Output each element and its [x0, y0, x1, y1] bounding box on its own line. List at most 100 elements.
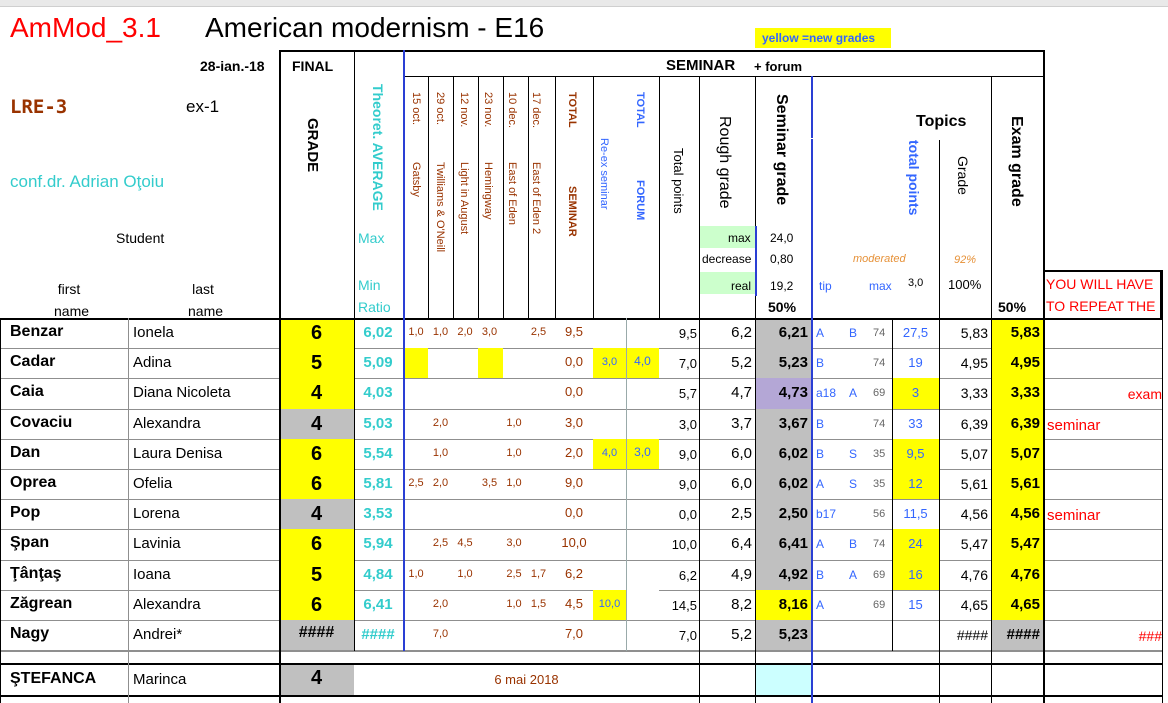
final-grade-cell[interactable]	[279, 438, 354, 469]
extra-first-name: ŞTEFANCA	[10, 670, 97, 687]
extra-date: 6 mai 2018	[494, 672, 559, 687]
topic-points-cell[interactable]	[892, 559, 939, 590]
total-points-value: 9,0	[678, 446, 697, 462]
total-seminar-value: 9,0	[564, 475, 584, 490]
session-topic-header: Light in August	[458, 162, 470, 235]
student-last-name: Alexandra	[133, 595, 201, 613]
rough-grade-value: 4,9	[731, 565, 752, 583]
grid-line	[0, 663, 1162, 665]
exam-grade-cell[interactable]	[991, 589, 1043, 620]
rough-grade-value: 5,2	[731, 354, 752, 372]
grid-line	[0, 499, 1162, 501]
seminar-grade-cell[interactable]	[755, 529, 811, 560]
max-fill[interactable]	[700, 226, 755, 248]
final-grade-cell[interactable]	[279, 620, 354, 651]
session-topic-header: Gatsby	[410, 162, 422, 197]
exam-grade-cell[interactable]	[991, 499, 1043, 530]
seminar-grade-cell[interactable]	[755, 499, 811, 530]
session-score: 1,0	[506, 477, 522, 489]
topic-points-value: 27,5	[902, 325, 929, 340]
sheet-title: American modernism - E16	[205, 12, 545, 43]
seminar-grade-cell[interactable]	[755, 378, 811, 409]
final-grade-cell[interactable]	[279, 378, 354, 409]
extra-seminar-cell[interactable]	[755, 663, 811, 695]
grid-line	[428, 76, 429, 318]
marked-cell[interactable]	[478, 348, 503, 379]
topic-points-cell[interactable]	[892, 438, 939, 469]
exam-grade-cell[interactable]	[991, 408, 1043, 439]
real-fill[interactable]	[700, 272, 755, 294]
topic-points-cell[interactable]	[892, 529, 939, 560]
legend-text: yellow =new grades	[762, 31, 876, 45]
final-grade-cell[interactable]	[279, 589, 354, 620]
rough-grade-header: Rough grade	[716, 116, 733, 209]
final-grade-cell[interactable]	[279, 469, 354, 500]
seminar-grade-cell[interactable]	[755, 620, 811, 651]
exam-grade-cell[interactable]	[991, 438, 1043, 469]
moderated-label: moderated	[853, 253, 906, 265]
seminar-grade-cell[interactable]	[755, 348, 811, 379]
seminar-grade-cell[interactable]	[755, 438, 811, 469]
exam-grade-cell[interactable]	[991, 559, 1043, 590]
final-grade-value: 6	[310, 533, 323, 556]
topic-points-cell[interactable]	[892, 469, 939, 500]
seminar-grade-cell[interactable]	[755, 559, 811, 590]
seminar-grade-cell[interactable]	[755, 318, 811, 349]
exam-grade-cell[interactable]	[991, 318, 1043, 349]
topic-grade-value: 4,76	[960, 566, 988, 583]
blank-cell[interactable]	[626, 589, 659, 620]
total-seminar-header-2: SEMINAR	[566, 186, 578, 237]
topic-tip-1: B	[816, 356, 825, 371]
grid-line	[0, 348, 1162, 350]
seminar-grade-value: 4,73	[778, 384, 808, 402]
theoret-average-value: 5,94	[363, 535, 393, 553]
final-grade-cell[interactable]	[279, 529, 354, 560]
topic-tip-1: B	[816, 567, 825, 582]
final-grade-cell[interactable]	[279, 408, 354, 439]
topic-grade-value: 5,83	[960, 325, 988, 341]
grid-line	[503, 76, 504, 318]
grid-line	[892, 318, 893, 651]
final-grade-cell[interactable]	[279, 318, 354, 349]
seminar-grade-cell[interactable]	[755, 589, 811, 620]
grid-line	[0, 529, 1162, 531]
topic-tip-1: A	[816, 326, 825, 340]
session-score: 1,0	[408, 567, 424, 580]
session-score: 2,0	[457, 326, 473, 338]
topic-points-value: 11,5	[903, 506, 928, 522]
final-grade-cell[interactable]	[279, 348, 354, 379]
final-grade-cell[interactable]	[279, 559, 354, 590]
seminar-grade-value: 8,16	[778, 595, 808, 613]
topic-points-value: 12	[908, 476, 923, 491]
final-grade-value: 6	[310, 322, 323, 344]
seminar-grade-value: 6,02	[778, 475, 808, 492]
seminar-grade-cell[interactable]	[755, 469, 811, 500]
topic-max-value: 56	[873, 508, 886, 521]
final-grade-cell[interactable]	[279, 499, 354, 530]
legend-cell[interactable]	[755, 28, 891, 48]
grid-line	[0, 318, 1, 703]
sheet-code: AmMod_3.1	[10, 12, 161, 43]
topic-grade-value: 6,39	[960, 415, 988, 432]
reex-cell[interactable]	[593, 589, 626, 620]
marked-cell[interactable]	[404, 348, 428, 379]
rough-grade-value: 4,7	[731, 384, 752, 402]
topic-grade-value: 4,95	[960, 355, 988, 372]
topic-tip-1: a18	[816, 386, 837, 401]
extra-grade-cell[interactable]	[279, 663, 354, 695]
exam-grade-cell[interactable]	[991, 348, 1043, 379]
exam-grade-cell[interactable]	[991, 469, 1043, 500]
student-last-name: Laura Denisa	[133, 444, 223, 462]
exam-grade-cell[interactable]	[991, 529, 1043, 560]
seminar-grade-cell[interactable]	[755, 408, 811, 439]
exam-grade-cell[interactable]	[991, 620, 1043, 651]
grade-header: GRADE	[304, 118, 321, 173]
topic-points-cell[interactable]	[892, 378, 939, 409]
topic-grade-value: 4,56	[960, 506, 988, 523]
exam-grade-cell[interactable]	[991, 378, 1043, 409]
rough-grade-value: 6,0	[731, 444, 752, 462]
session-score: 7,0	[432, 628, 449, 640]
grid-line	[626, 318, 627, 651]
seminar-header-suffix: + forum	[754, 59, 803, 74]
rough-grade-value: 6,2	[731, 324, 752, 341]
